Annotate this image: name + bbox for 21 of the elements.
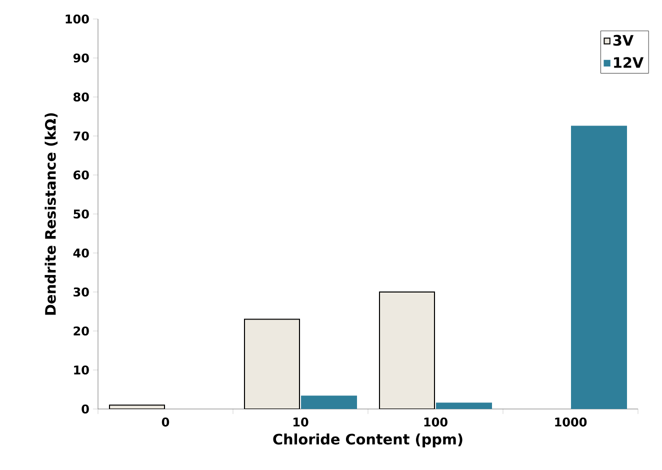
x-tick-label: 0 (162, 418, 170, 427)
bar (378, 291, 435, 409)
x-tick-label: 1000 (555, 418, 587, 427)
y-tick-label: 70 (74, 131, 89, 141)
y-tick-label: 90 (73, 53, 89, 63)
y-tick-label: 10 (74, 365, 89, 375)
y-tick-label: 20 (74, 326, 89, 336)
legend-label: 12V (614, 57, 644, 68)
y-tick-label: 50 (74, 209, 89, 219)
y-tick-label: 30 (74, 287, 89, 297)
y-tick-label: 60 (74, 170, 89, 180)
y-tick-label: 40 (73, 248, 89, 258)
legend-label: 3V (613, 34, 634, 46)
x-tick-label: 100 (424, 418, 448, 427)
y-tick-label: 0 (82, 404, 89, 414)
bar (244, 318, 300, 409)
x-tick-label: 10 (294, 418, 308, 427)
y-tick-label: 100 (66, 14, 89, 24)
y-tick-label: 80 (74, 92, 89, 102)
y-axis-title: Dendrite Resistance (kΩ) (44, 113, 58, 315)
x-axis-title: Chloride Content (ppm) (273, 433, 462, 448)
